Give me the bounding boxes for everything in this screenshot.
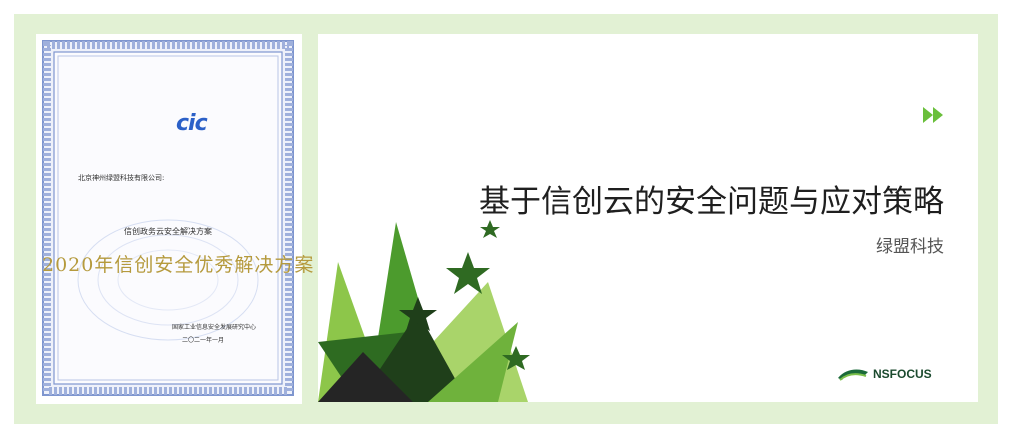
certificate-border — [42, 40, 294, 396]
title-slide: 基于信创云的安全问题与应对策略 绿盟科技 NSFOCUS — [318, 34, 978, 402]
nsfocus-brand: NSFOCUS — [873, 367, 932, 381]
certificate-award-title: 2020年信创安全优秀解决方案 — [42, 254, 315, 276]
certificate-issuer: 国家工业信息安全发展研究中心 — [172, 324, 257, 331]
certificate-image: cic 北京神州绿盟科技有限公司: 信创政务云安全解决方案 2020年信创安全优… — [36, 34, 315, 404]
cic-logo: cic — [176, 111, 208, 136]
slide-subtitle: 绿盟科技 — [876, 237, 944, 257]
certificate-date: 二〇二一年一月 — [182, 337, 225, 344]
certificate: cic 北京神州绿盟科技有限公司: 信创政务云安全解决方案 2020年信创安全优… — [42, 40, 315, 396]
certificate-recipient: 北京神州绿盟科技有限公司: — [78, 174, 165, 182]
double-chevron-right-icon — [923, 107, 943, 123]
slide-title: 基于信创云的安全问题与应对策略 — [479, 184, 944, 220]
star-burst-graphic — [318, 220, 530, 402]
nsfocus-logo-icon — [838, 369, 868, 381]
certificate-project: 信创政务云安全解决方案 — [124, 227, 212, 236]
